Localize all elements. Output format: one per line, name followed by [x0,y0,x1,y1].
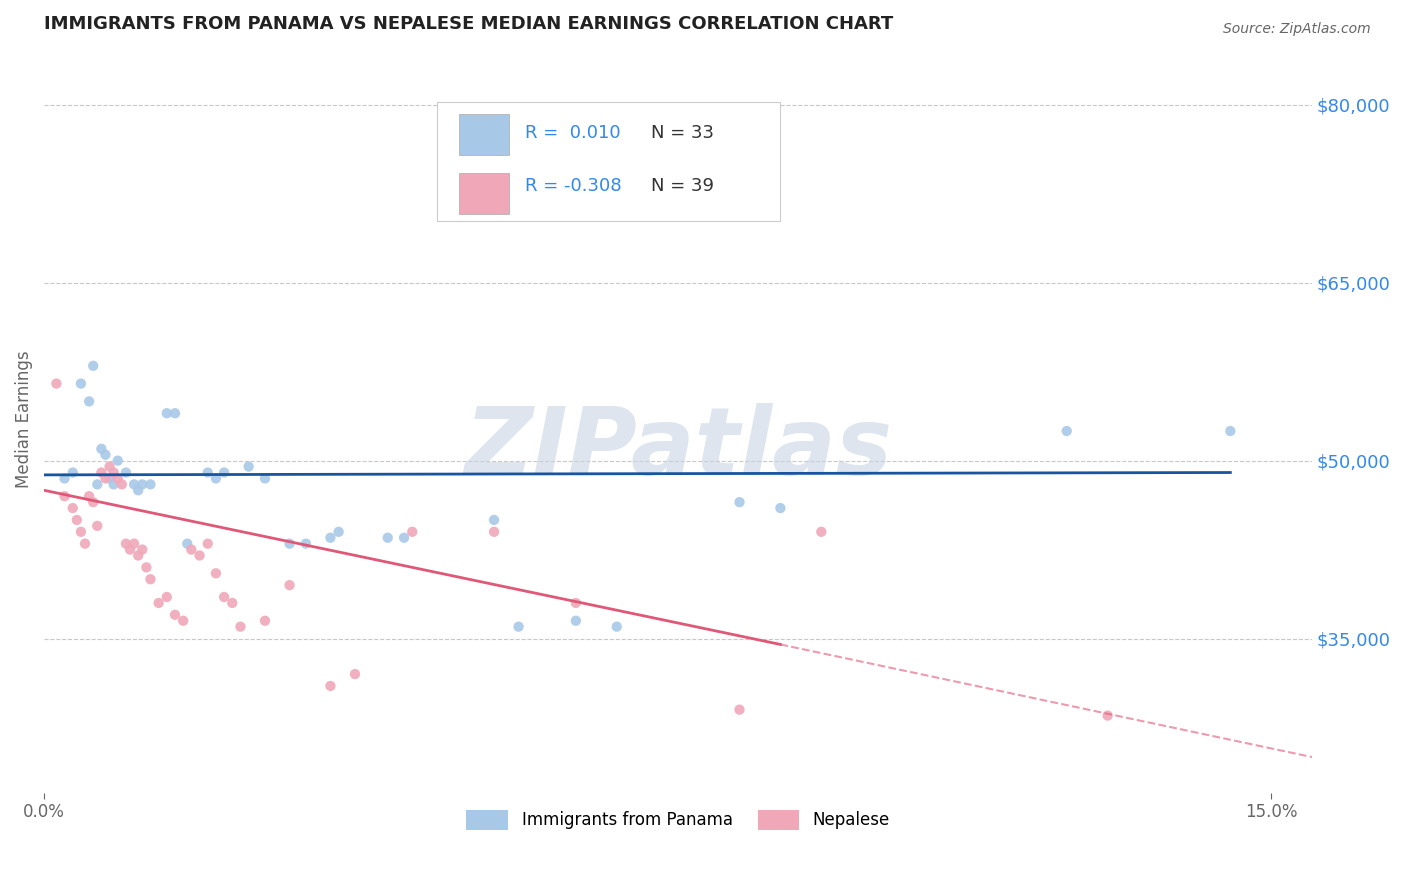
Point [156,406,179,420]
Point [205,471,228,485]
Point [62,466,84,480]
Point [70,376,93,391]
Point [197,536,219,550]
Point [188,549,211,563]
Point [728,495,751,509]
Point [53,471,76,485]
Point [253,614,276,628]
Text: Source: ZipAtlas.com: Source: ZipAtlas.com [1223,22,1371,37]
Point [212,590,235,604]
Point [180,542,202,557]
Point [103,466,125,480]
Point [319,531,342,545]
Text: N = 39: N = 39 [651,178,714,195]
Point [103,477,125,491]
Point [98,471,121,485]
Point [1097,708,1119,723]
Point [565,614,588,628]
Point [115,466,138,480]
Point [45,376,67,391]
Point [769,501,792,516]
Point [118,542,141,557]
Point [319,679,342,693]
Point [229,620,252,634]
Text: R =  0.010: R = 0.010 [524,125,620,143]
Point [377,531,399,545]
Point [172,614,194,628]
Point [295,536,318,550]
Point [135,560,157,574]
Point [86,519,108,533]
Point [139,477,162,491]
Point [107,471,129,485]
Point [127,483,149,498]
Point [392,531,415,545]
FancyBboxPatch shape [458,114,509,155]
Point [508,620,530,634]
Point [77,394,100,409]
Point [328,524,350,539]
Point [86,477,108,491]
Point [176,536,198,550]
Point [73,536,96,550]
Point [98,459,121,474]
Point [127,549,149,563]
Point [82,495,104,509]
Point [77,489,100,503]
Point [139,572,162,586]
Point [53,489,76,503]
FancyBboxPatch shape [437,102,779,221]
Point [62,501,84,516]
Point [197,466,219,480]
Point [163,406,186,420]
Point [107,453,129,467]
Point [482,513,505,527]
Point [122,477,145,491]
Point [156,590,179,604]
Text: ZIPatlas: ZIPatlas [464,403,893,495]
Point [253,471,276,485]
Point [238,459,260,474]
Point [212,466,235,480]
Point [82,359,104,373]
Legend: Immigrants from Panama, Nepalese: Immigrants from Panama, Nepalese [460,803,897,837]
Point [565,596,588,610]
FancyBboxPatch shape [458,173,509,214]
Point [122,536,145,550]
Point [131,477,153,491]
Point [90,442,112,456]
Point [66,513,89,527]
Point [111,477,134,491]
Point [728,703,751,717]
Point [90,466,112,480]
Y-axis label: Median Earnings: Median Earnings [15,351,32,488]
Point [148,596,170,610]
Text: R = -0.308: R = -0.308 [524,178,621,195]
Point [343,667,366,681]
Point [70,524,93,539]
Point [482,524,505,539]
Point [810,524,832,539]
Text: N = 33: N = 33 [651,125,714,143]
Point [401,524,423,539]
Point [115,536,138,550]
Text: IMMIGRANTS FROM PANAMA VS NEPALESE MEDIAN EARNINGS CORRELATION CHART: IMMIGRANTS FROM PANAMA VS NEPALESE MEDIA… [44,15,893,33]
Point [1219,424,1241,438]
Point [606,620,628,634]
Point [278,578,301,592]
Point [94,448,117,462]
Point [205,566,228,581]
Point [94,471,117,485]
Point [1056,424,1078,438]
Point [278,536,301,550]
Point [131,542,153,557]
Point [163,607,186,622]
Point [221,596,243,610]
